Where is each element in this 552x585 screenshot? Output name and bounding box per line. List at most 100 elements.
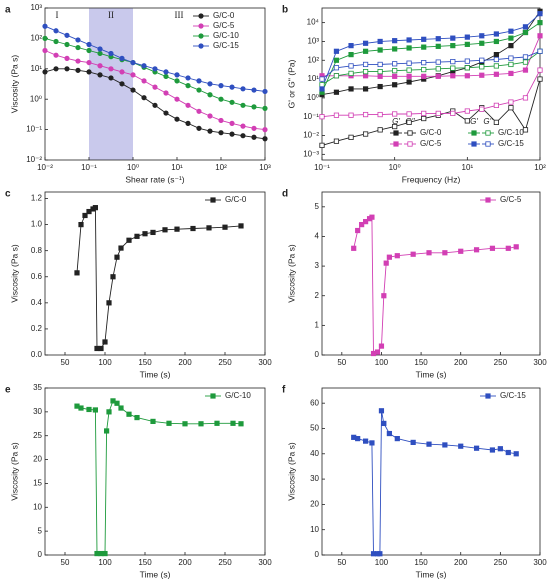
data-point bbox=[240, 102, 246, 108]
x-tick-label: 100 bbox=[375, 558, 389, 567]
data-point bbox=[421, 36, 427, 42]
panel-label: e bbox=[5, 385, 11, 396]
data-point bbox=[333, 89, 340, 95]
data-point bbox=[42, 69, 48, 75]
data-point bbox=[102, 339, 108, 345]
data-point bbox=[374, 349, 381, 355]
x-tick-label: 300 bbox=[533, 358, 547, 367]
y-tick-label: 10¹ bbox=[307, 74, 319, 83]
data-point bbox=[406, 67, 412, 73]
legend-label: G/C-0 bbox=[213, 11, 235, 20]
x-tick-label: 150 bbox=[414, 558, 428, 567]
series-line bbox=[321, 11, 541, 96]
data-point bbox=[86, 406, 92, 413]
data-point bbox=[53, 66, 59, 72]
legend-marker bbox=[198, 13, 204, 19]
data-point bbox=[196, 108, 202, 114]
legend-label: G/C-0 bbox=[420, 128, 442, 137]
series-line bbox=[322, 35, 541, 77]
data-point bbox=[114, 400, 120, 406]
data-point bbox=[362, 40, 369, 46]
data-point bbox=[130, 72, 136, 78]
x-tick-label: 10⁻² bbox=[37, 163, 53, 172]
data-point bbox=[206, 225, 212, 231]
data-point bbox=[141, 78, 147, 84]
data-point bbox=[464, 108, 470, 114]
data-point bbox=[166, 420, 172, 426]
data-point bbox=[97, 72, 103, 78]
data-point bbox=[479, 57, 485, 63]
data-point bbox=[493, 31, 499, 37]
data-point bbox=[152, 84, 158, 90]
data-point bbox=[240, 133, 246, 139]
data-point bbox=[406, 60, 412, 66]
data-point bbox=[394, 436, 400, 442]
legend-marker bbox=[407, 141, 413, 147]
x-tick-label: 250 bbox=[494, 558, 508, 567]
data-point bbox=[97, 63, 103, 69]
data-point bbox=[104, 428, 110, 434]
data-point bbox=[392, 111, 398, 117]
data-point bbox=[392, 68, 398, 74]
panel: 50 100 150 200 250 300 0 1 2 3 4 5 d Time (s) Viscosit… bbox=[282, 189, 547, 380]
data-point bbox=[162, 227, 168, 233]
data-point bbox=[522, 24, 529, 30]
y-axis-title: G' or G'' (Pa) bbox=[286, 59, 296, 108]
x-tick-label: 10² bbox=[215, 163, 227, 172]
series-line bbox=[321, 78, 541, 146]
x-tick-label: 10⁰ bbox=[389, 163, 401, 172]
data-point bbox=[493, 102, 499, 108]
data-point bbox=[537, 48, 543, 54]
data-point bbox=[130, 59, 136, 66]
data-point bbox=[108, 50, 114, 57]
data-point bbox=[377, 73, 383, 79]
legend-marker bbox=[471, 141, 477, 147]
data-point bbox=[152, 66, 158, 72]
data-point bbox=[98, 345, 104, 352]
x-tick-label: 10⁰ bbox=[127, 163, 139, 172]
x-tick-label: 10¹ bbox=[171, 163, 183, 172]
legend-label: G/C-15 bbox=[213, 41, 239, 50]
data-point bbox=[442, 442, 448, 448]
data-point bbox=[479, 40, 485, 46]
data-point bbox=[198, 421, 204, 427]
y-tick-label: 5 bbox=[38, 526, 43, 535]
data-point bbox=[377, 111, 383, 118]
data-point bbox=[333, 65, 340, 71]
y-tick-label: 25 bbox=[33, 431, 42, 440]
legend-label: G/C-10 bbox=[213, 31, 239, 40]
data-point bbox=[319, 114, 325, 120]
panel-label: f bbox=[282, 385, 286, 396]
data-point bbox=[185, 83, 191, 89]
data-point bbox=[464, 34, 470, 40]
y-tick-label: 10¹ bbox=[30, 64, 42, 73]
plot-frame bbox=[44, 191, 266, 356]
data-point bbox=[508, 28, 514, 34]
legend-label: G/C-0 bbox=[225, 195, 247, 204]
x-tick-label: 50 bbox=[61, 558, 70, 567]
data-point bbox=[479, 106, 485, 112]
data-point bbox=[464, 73, 470, 79]
x-tick-label: 10⁻¹ bbox=[81, 163, 97, 172]
data-point bbox=[218, 83, 224, 89]
data-point bbox=[392, 38, 398, 44]
x-tick-label: 50 bbox=[61, 358, 70, 367]
legend-label: G/C-5 bbox=[420, 139, 442, 148]
panel: 50 100 150 200 250 300 0.0 0.2 0.4 0.6 0.8 1.0 1.2 c T… bbox=[5, 189, 272, 380]
data-point bbox=[522, 95, 529, 101]
x-tick-label: 200 bbox=[454, 358, 468, 367]
data-point bbox=[218, 117, 224, 124]
panel: 50 100 150 200 250 300 0 5 10 15 20 25 30 35 e Time (s)… bbox=[5, 383, 272, 579]
legend-label: G/C-15 bbox=[500, 391, 526, 400]
data-point bbox=[362, 131, 369, 137]
x-tick-label: 150 bbox=[414, 358, 428, 367]
x-tick-label: 10⁻¹ bbox=[314, 163, 330, 172]
data-point bbox=[369, 440, 375, 446]
x-tick-label: 300 bbox=[258, 558, 272, 567]
data-point bbox=[174, 226, 180, 232]
data-point bbox=[394, 253, 400, 259]
data-point bbox=[134, 233, 140, 239]
data-point bbox=[196, 87, 202, 93]
data-point bbox=[174, 78, 180, 84]
